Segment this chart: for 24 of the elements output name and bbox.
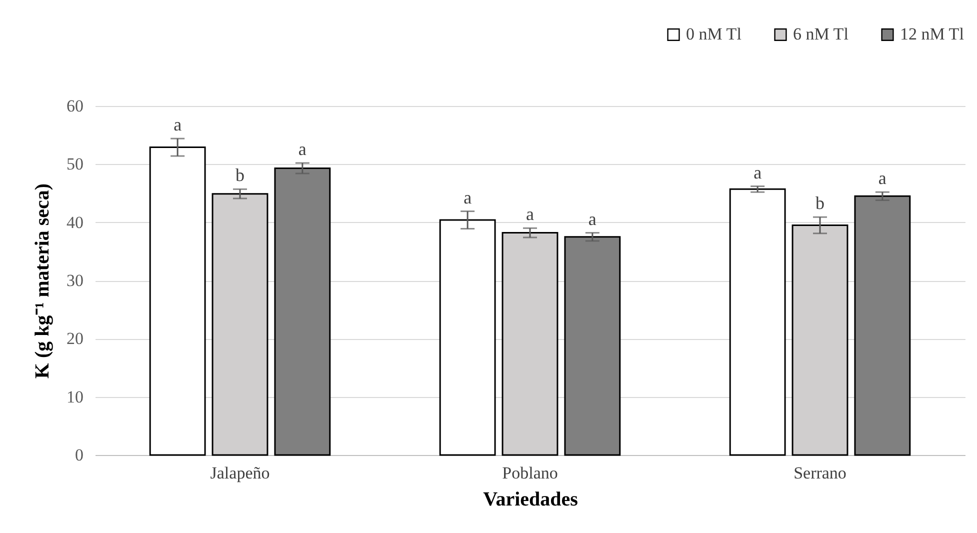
legend-label: 0 nM Tl (686, 24, 742, 44)
data-label: a (298, 139, 306, 160)
x-tick-label: Poblano (502, 464, 558, 482)
data-label: b (236, 165, 244, 186)
y-tick-label: 40 (66, 212, 84, 232)
data-label: a (754, 162, 762, 182)
data-label: a (526, 204, 534, 224)
y-axis-title: K (g kg⁻¹ materia seca) (32, 183, 54, 379)
data-label: a (878, 168, 886, 188)
data-label: b (816, 193, 824, 214)
x-axis-title: Variedades (483, 488, 578, 510)
x-tick-label: Jalapeño (210, 464, 270, 482)
legend-label: 12 nM Tl (900, 24, 964, 44)
data-label: a (588, 208, 596, 229)
y-tick-label: 50 (66, 154, 84, 174)
y-tick-label: 20 (66, 329, 84, 348)
legend-label: 6 nM Tl (793, 24, 849, 44)
data-label: a (464, 187, 472, 208)
y-tick-label: 10 (66, 387, 84, 406)
y-tick-label: 0 (75, 446, 84, 464)
y-tick-label: 30 (66, 271, 84, 290)
data-label: a (174, 114, 182, 135)
y-tick-label: 60 (66, 96, 84, 116)
x-tick-label: Serrano (794, 464, 846, 482)
